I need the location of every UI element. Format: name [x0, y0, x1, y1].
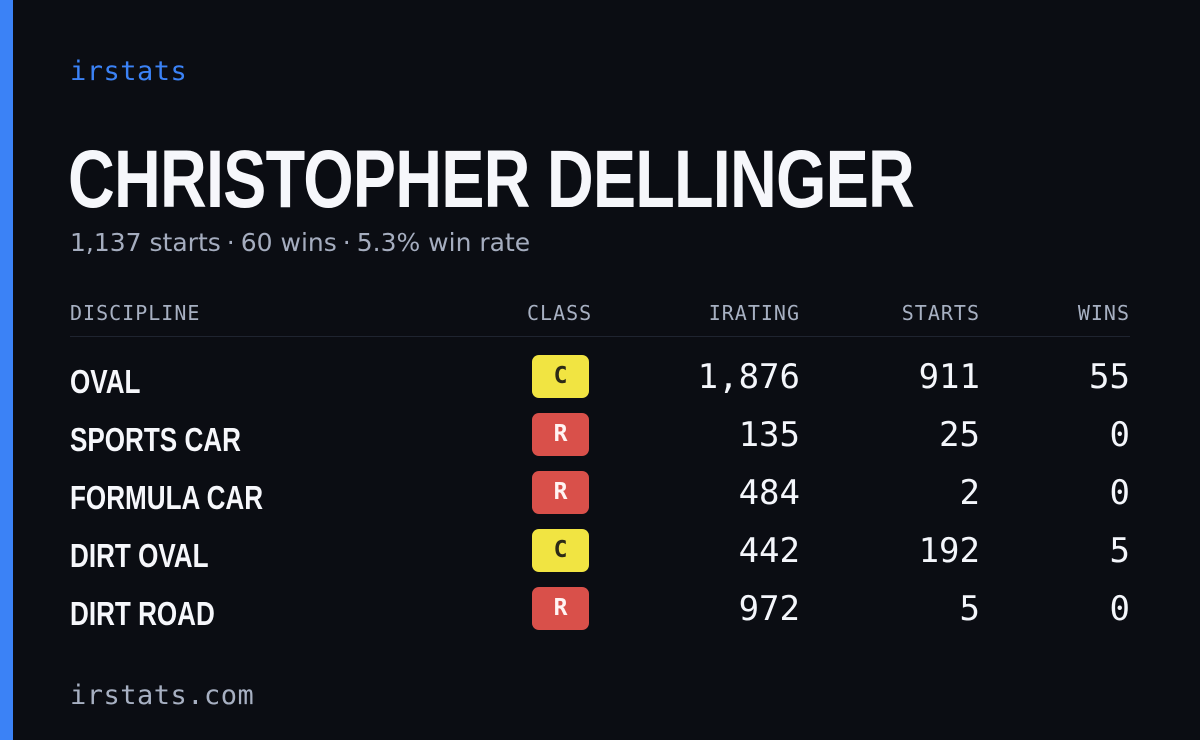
- starts-value: 911: [918, 357, 980, 397]
- discipline-name: FORMULA CAR: [70, 479, 264, 516]
- table-row: SPORTS CAR R 135 25 0: [70, 413, 1130, 471]
- column-header-wins: WINS: [1077, 301, 1130, 325]
- table-body: OVAL C 1,876 911 55 SPORTS CAR R 135 25 …: [70, 355, 1130, 645]
- irating-value: 484: [738, 473, 800, 513]
- discipline-name: OVAL: [70, 363, 141, 400]
- wins-value: 55: [1089, 357, 1130, 397]
- license-class-badge: R: [532, 587, 589, 630]
- table-row: OVAL C 1,876 911 55: [70, 355, 1130, 413]
- driver-name: CHRISTOPHER DELLINGER: [68, 134, 915, 225]
- summary-win-rate: 5.3% win rate: [356, 228, 531, 257]
- license-class-badge: C: [532, 529, 589, 572]
- wins-value: 0: [1109, 473, 1130, 513]
- wins-value: 0: [1109, 415, 1130, 455]
- irating-value: 972: [738, 589, 800, 629]
- summary-wins: 60 wins: [240, 228, 337, 257]
- license-class-badge: R: [532, 413, 589, 456]
- column-header-class: CLASS: [527, 301, 593, 325]
- license-class-badge: C: [532, 355, 589, 398]
- irating-value: 135: [738, 415, 800, 455]
- discipline-stats-table: DISCIPLINE CLASS IRATING STARTS WINS OVA…: [70, 296, 1130, 645]
- column-header-irating: IRATING: [708, 301, 800, 325]
- irating-value: 442: [738, 531, 800, 571]
- table-row: DIRT ROAD R 972 5 0: [70, 587, 1130, 645]
- discipline-name: DIRT ROAD: [70, 595, 215, 632]
- wins-value: 5: [1109, 531, 1130, 571]
- wins-value: 0: [1109, 589, 1130, 629]
- column-header-starts: STARTS: [901, 301, 980, 325]
- starts-value: 5: [959, 589, 980, 629]
- table-row: DIRT OVAL C 442 192 5: [70, 529, 1130, 587]
- discipline-name: DIRT OVAL: [70, 537, 209, 574]
- accent-bar: [0, 0, 13, 740]
- discipline-name: SPORTS CAR: [70, 421, 241, 458]
- footer-site-link[interactable]: irstats.com: [70, 680, 255, 711]
- summary-separator: ·: [226, 228, 235, 257]
- column-header-discipline: DISCIPLINE: [70, 301, 201, 325]
- starts-value: 192: [918, 531, 980, 571]
- table-header: DISCIPLINE CLASS IRATING STARTS WINS: [70, 296, 1130, 337]
- license-class-badge: R: [532, 471, 589, 514]
- summary-starts: 1,137 starts: [70, 228, 221, 257]
- starts-value: 2: [959, 473, 980, 513]
- irating-value: 1,876: [697, 357, 800, 397]
- summary-separator: ·: [342, 228, 351, 257]
- starts-value: 25: [939, 415, 980, 455]
- career-summary: 1,137 starts · 60 wins · 5.3% win rate: [70, 228, 530, 257]
- brand-logo[interactable]: irstats: [70, 56, 188, 87]
- table-row: FORMULA CAR R 484 2 0: [70, 471, 1130, 529]
